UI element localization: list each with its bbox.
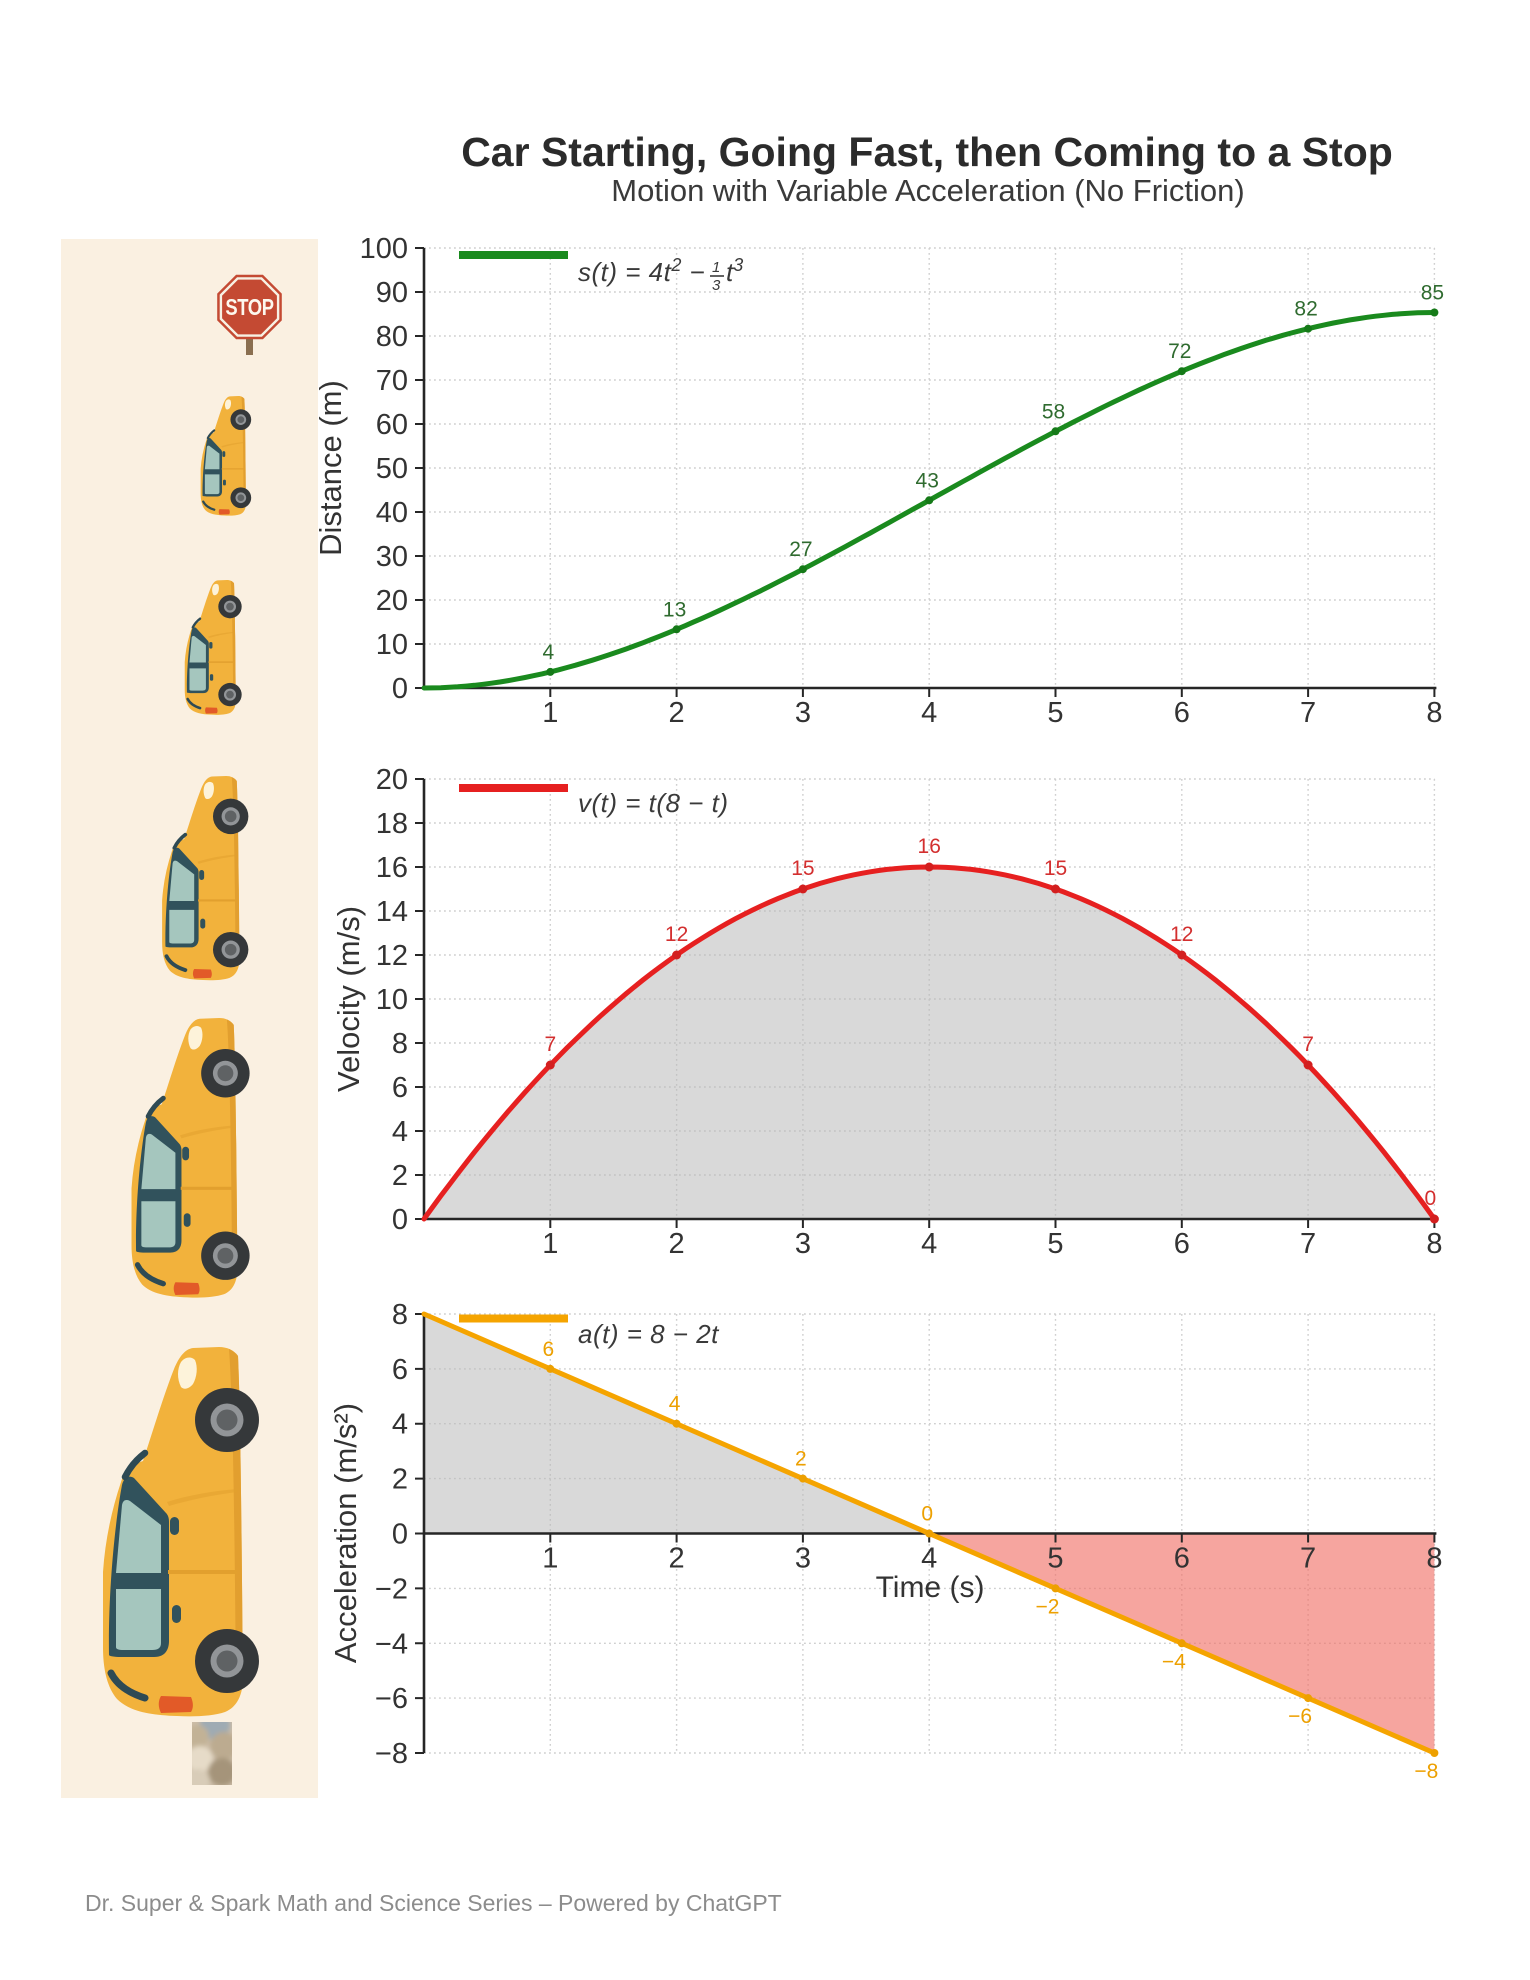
svg-text:8: 8 [1426,1543,1442,1575]
svg-text:−8: −8 [1414,1760,1438,1783]
svg-text:0: 0 [392,1204,408,1236]
svg-text:Motion with Variable Accelerat: Motion with Variable Acceleration (No Fr… [611,173,1244,208]
svg-text:2: 2 [392,1160,408,1192]
svg-text:8: 8 [392,1299,408,1331]
svg-text:0: 0 [392,1519,408,1551]
svg-text:15: 15 [791,857,814,880]
svg-text:13: 13 [663,598,686,621]
svg-text:12: 12 [665,923,688,946]
svg-text:6: 6 [392,1072,408,1104]
svg-text:7: 7 [1300,697,1316,729]
svg-text:4: 4 [392,1409,408,1441]
svg-text:58: 58 [1042,400,1065,423]
svg-text:2: 2 [795,1448,807,1471]
svg-text:STOP: STOP [225,295,274,320]
svg-text:−4: −4 [1162,1650,1186,1673]
svg-text:4: 4 [669,1393,681,1416]
svg-text:85: 85 [1421,282,1444,305]
svg-text:16: 16 [918,835,941,858]
svg-text:−8: −8 [375,1738,408,1770]
svg-text:50: 50 [376,453,408,485]
svg-text:14: 14 [376,896,408,928]
svg-text:6: 6 [392,1354,408,1386]
svg-text:60: 60 [376,409,408,441]
svg-text:15: 15 [1044,857,1067,880]
svg-text:82: 82 [1294,298,1317,321]
svg-text:20: 20 [376,585,408,617]
svg-text:10: 10 [376,984,408,1016]
svg-text:1: 1 [542,1543,558,1575]
svg-text:18: 18 [376,808,408,840]
svg-text:5: 5 [1047,1228,1063,1260]
svg-text:6: 6 [1174,697,1190,729]
svg-text:0: 0 [392,673,408,705]
svg-text:7: 7 [1302,1033,1314,1056]
svg-text:7: 7 [544,1033,556,1056]
svg-text:6: 6 [1174,1543,1190,1575]
svg-text:−2: −2 [1036,1595,1060,1618]
svg-text:−6: −6 [375,1683,408,1715]
svg-text:a(t) = 8 − 2t: a(t) = 8 − 2t [578,1319,720,1349]
svg-text:90: 90 [376,277,408,309]
svg-text:0: 0 [921,1503,933,1526]
svg-text:16: 16 [376,852,408,884]
svg-text:4: 4 [392,1116,408,1148]
svg-text:4: 4 [921,1543,937,1575]
svg-text:v(t) = t(8 − t): v(t) = t(8 − t) [578,788,729,818]
svg-text:4: 4 [921,1228,937,1260]
svg-text:5: 5 [1047,697,1063,729]
svg-text:80: 80 [376,321,408,353]
svg-text:27: 27 [789,538,812,561]
svg-text:s(t) = 4t2 −: s(t) = 4t2 − [578,255,705,287]
svg-text:12: 12 [1170,923,1193,946]
svg-text:100: 100 [360,233,408,265]
svg-text:2: 2 [392,1464,408,1496]
svg-text:2: 2 [669,697,685,729]
svg-text:3: 3 [795,1543,811,1575]
svg-text:1: 1 [542,697,558,729]
svg-text:7: 7 [1300,1228,1316,1260]
svg-text:Time (s): Time (s) [876,1571,985,1604]
svg-text:30: 30 [376,541,408,573]
svg-text:3: 3 [795,1228,811,1260]
svg-text:6: 6 [542,1338,554,1361]
svg-text:5: 5 [1047,1543,1063,1575]
svg-text:7: 7 [1300,1543,1316,1575]
svg-text:Distance (m): Distance (m) [313,380,348,556]
svg-text:6: 6 [1174,1228,1190,1260]
svg-text:−6: −6 [1288,1705,1312,1728]
svg-text:72: 72 [1168,340,1191,363]
svg-text:2: 2 [669,1543,685,1575]
svg-text:4: 4 [542,641,554,664]
svg-text:Acceleration (m/s²): Acceleration (m/s²) [328,1403,363,1663]
svg-text:43: 43 [916,469,939,492]
svg-text:3: 3 [712,277,721,294]
svg-text:2: 2 [669,1228,685,1260]
svg-text:8: 8 [392,1028,408,1060]
svg-text:8: 8 [1426,697,1442,729]
svg-text:3: 3 [795,697,811,729]
svg-text:Dr. Super & Spark Math and Sci: Dr. Super & Spark Math and Science Serie… [85,1890,782,1916]
svg-text:40: 40 [376,497,408,529]
svg-text:−2: −2 [375,1573,408,1605]
svg-text:1: 1 [542,1228,558,1260]
svg-text:Car Starting, Going Fast, then: Car Starting, Going Fast, then Coming to… [461,129,1393,175]
svg-text:Velocity (m/s): Velocity (m/s) [331,906,366,1092]
svg-text:4: 4 [921,697,937,729]
svg-text:20: 20 [376,764,408,796]
svg-text:8: 8 [1426,1228,1442,1260]
svg-text:1: 1 [712,259,720,276]
svg-text:0: 0 [1425,1187,1437,1210]
svg-text:70: 70 [376,365,408,397]
svg-text:12: 12 [376,940,408,972]
svg-text:−4: −4 [375,1628,408,1660]
svg-text:10: 10 [376,629,408,661]
